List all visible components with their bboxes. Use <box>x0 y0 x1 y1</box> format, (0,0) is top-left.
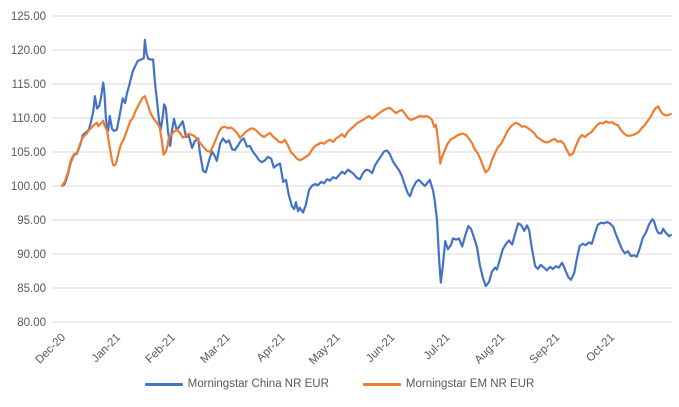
y-axis-tick-label: 85.00 <box>17 283 46 295</box>
y-axis-tick-label: 120.00 <box>11 45 46 57</box>
x-axis-tick-label: Jul-21 <box>422 332 453 363</box>
x-axis-tick-label: Apr-21 <box>255 332 288 365</box>
x-axis-tick-label: Sep-21 <box>528 332 563 367</box>
legend: Morningstar China NR EUR Morningstar EM … <box>0 378 679 390</box>
series-line-morningstar-china <box>60 38 672 288</box>
x-axis-tick-label: Feb-21 <box>144 332 178 366</box>
y-axis-tick-label: 80.00 <box>17 317 46 329</box>
x-axis-tick-label: Dec-20 <box>33 332 68 367</box>
legend-line-swatch-china <box>144 382 183 386</box>
legend-line-swatch-em <box>362 382 401 386</box>
legend-item-china: Morningstar China NR EUR <box>144 378 329 390</box>
x-axis-tick-label: Oct-21 <box>584 332 617 365</box>
legend-label-china: Morningstar China NR EUR <box>187 378 329 390</box>
x-axis-tick-label: Jan-21 <box>90 332 123 365</box>
y-axis-tick-label: 125.00 <box>11 11 46 23</box>
x-axis-tick-label: Jun-21 <box>364 332 397 365</box>
y-axis-tick-label: 110.00 <box>12 113 46 125</box>
chart-svg: 125.00 120.00 115.00 110.00 105.00 100.00 95.0… <box>11 11 672 368</box>
x-axis-tick-label: May-21 <box>307 332 343 368</box>
y-axis-tick-label: 115.00 <box>12 79 46 91</box>
legend-item-em: Morningstar EM NR EUR <box>362 378 535 390</box>
y-axis-tick-label: 90.00 <box>17 249 46 261</box>
series-line-morningstar-em <box>60 95 672 188</box>
y-axis-tick-label: 105.00 <box>11 147 46 159</box>
x-axis-tick-label: Aug-21 <box>473 332 508 367</box>
y-axis-tick-label: 95.00 <box>17 215 46 227</box>
x-axis-tick-label: Mar-21 <box>199 332 233 366</box>
y-axis-tick-label: 100.00 <box>11 181 46 193</box>
legend-label-em: Morningstar EM NR EUR <box>405 378 535 390</box>
